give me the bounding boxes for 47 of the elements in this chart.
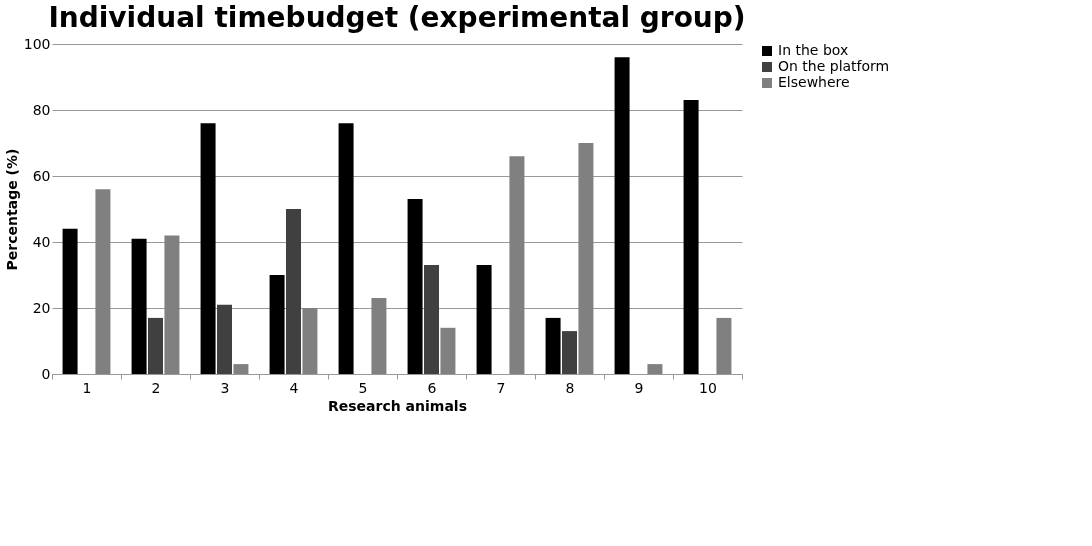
x-tick-label: 4 <box>289 379 299 396</box>
legend-label: Elsewhere <box>778 74 850 90</box>
y-tick-label: 60 <box>32 167 51 184</box>
bar <box>148 317 163 374</box>
bar <box>95 189 111 374</box>
y-axis-title: Percentage (%) <box>3 148 20 271</box>
x-axis-title: Research animals <box>328 397 467 414</box>
bar <box>269 275 285 374</box>
y-tick-label: 100 <box>23 35 51 52</box>
x-tick-label: 10 <box>699 379 717 396</box>
bar <box>217 304 232 374</box>
x-tick-label: 6 <box>427 379 437 396</box>
y-tick-label: 0 <box>41 365 51 382</box>
bar <box>614 57 630 374</box>
legend-label: In the box <box>778 42 849 58</box>
bar <box>302 308 318 374</box>
x-tick-label: 3 <box>220 379 230 396</box>
y-tick-label: 20 <box>32 299 51 316</box>
bar <box>200 123 216 374</box>
bar <box>509 156 525 374</box>
bar <box>233 364 249 374</box>
bar <box>476 265 492 374</box>
chart-title: Individual timebudget (experimental group) <box>48 1 746 34</box>
bar <box>62 228 78 374</box>
bar <box>647 364 663 374</box>
bar <box>371 298 387 374</box>
bar <box>131 238 147 374</box>
x-tick-label: 7 <box>496 379 506 396</box>
x-tick-label: 1 <box>82 379 92 396</box>
bar <box>424 265 439 374</box>
y-tick-label: 80 <box>32 101 51 118</box>
y-tick-label: 40 <box>32 233 51 250</box>
x-tick-label: 8 <box>565 379 575 396</box>
x-tick-label: 5 <box>358 379 368 396</box>
bar <box>578 143 594 374</box>
bar <box>545 317 561 374</box>
x-tick-label: 9 <box>634 379 644 396</box>
bar <box>286 209 301 374</box>
bar <box>407 199 423 374</box>
bar <box>716 317 732 374</box>
bar <box>440 327 456 374</box>
bar <box>164 235 180 374</box>
bar <box>338 123 354 374</box>
bar <box>562 331 577 374</box>
x-tick-label: 2 <box>151 379 161 396</box>
legend-label: On the platform <box>778 58 890 74</box>
bar <box>683 100 699 374</box>
